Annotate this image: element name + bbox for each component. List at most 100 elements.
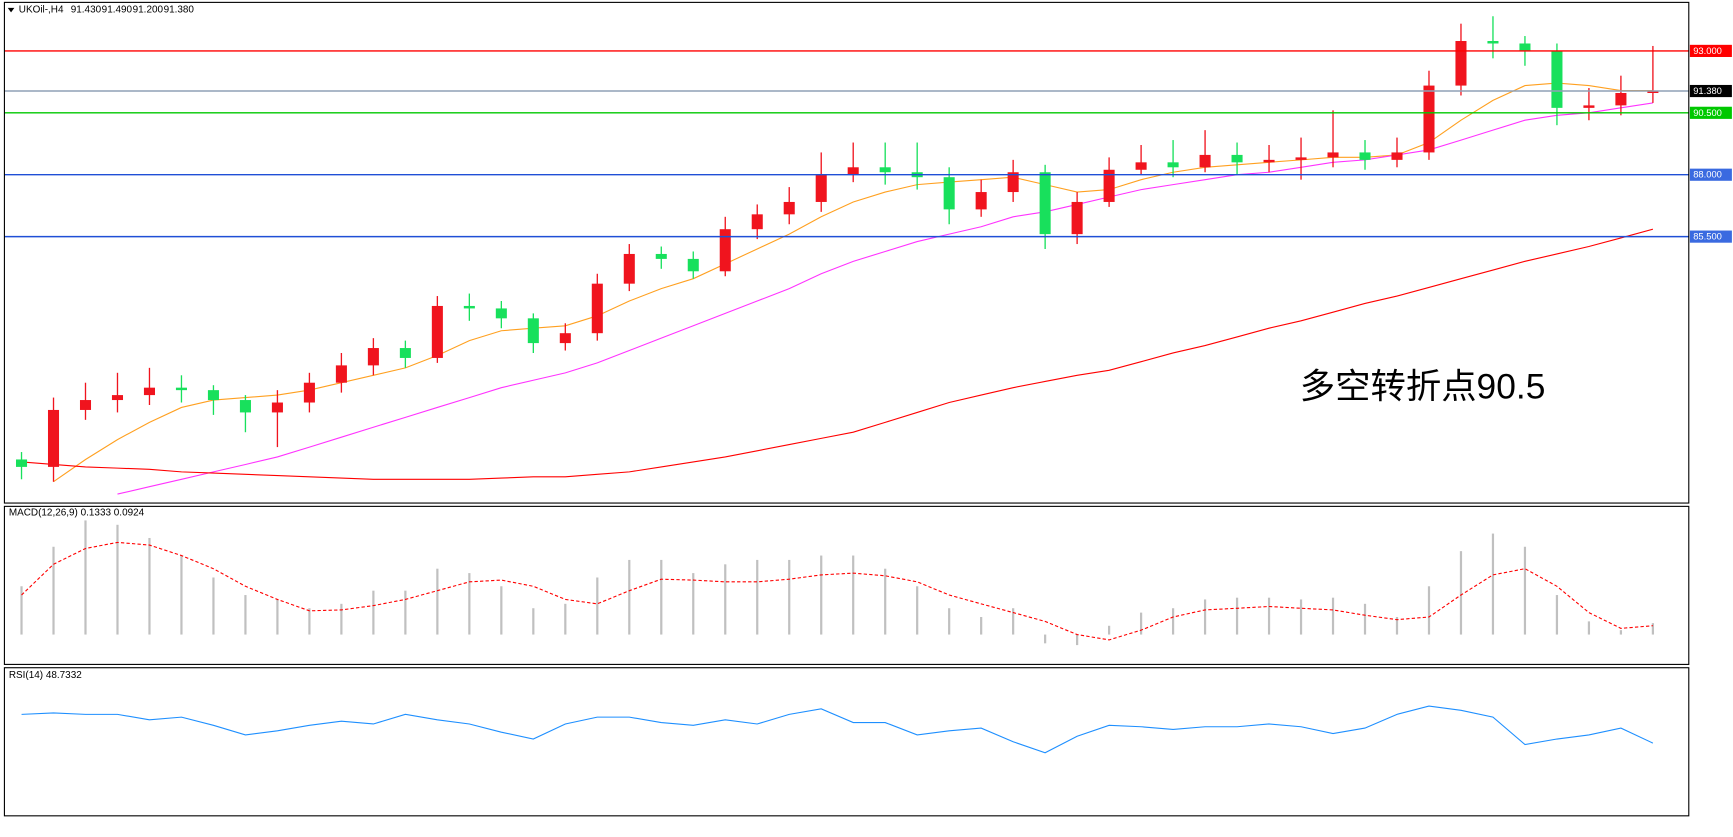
candle-body: [847, 167, 859, 175]
price-tag-label: 88.000: [1693, 169, 1722, 180]
macd-bar: [948, 608, 951, 635]
candle-body: [1135, 162, 1147, 170]
macd-bar: [852, 555, 855, 635]
candle-body: [143, 387, 155, 396]
macd-bar: [1076, 634, 1079, 646]
price-tag-label: 85.500: [1693, 231, 1722, 242]
macd-bar: [1491, 533, 1495, 635]
price-tag: [1689, 168, 1732, 181]
candle-body: [1423, 85, 1435, 153]
macd-bar: [1331, 597, 1335, 635]
macd-bar: [20, 586, 23, 635]
macd-bar: [724, 564, 727, 635]
price-tag-label: 91.380: [1693, 85, 1722, 96]
ohlc-close: 91.380: [164, 5, 195, 16]
macd-bar: [1108, 625, 1111, 635]
macd-bar: [84, 520, 87, 635]
annotation: 多空转折点90.5: [1300, 368, 1546, 407]
price-tag: [1689, 230, 1732, 243]
candle-body: [1071, 201, 1083, 235]
price-tag: [1689, 44, 1732, 57]
candle-body: [975, 192, 987, 210]
candle-body: [335, 365, 347, 383]
macd-bar: [116, 524, 119, 635]
overlay-layer: UKOil-,H4 91.430 91.490 91.200 91.380 MA…: [3, 1, 1732, 817]
candle-body: [943, 177, 955, 210]
candle-body: [1391, 152, 1403, 160]
macd-panel-border: [3, 505, 1690, 665]
macd-bar: [212, 577, 215, 635]
macd-signal: [21, 541, 1653, 641]
rsi-title: RSI(14) 48.7332: [9, 670, 82, 681]
macd-bar: [756, 559, 759, 635]
macd-bar: [628, 559, 631, 635]
macd-bar: [980, 616, 983, 635]
candle-body: [1103, 169, 1115, 202]
ohlc-open: 91.430: [71, 5, 102, 16]
macd-bar: [468, 573, 471, 635]
candle-body: [111, 395, 124, 401]
macd-title: MACD(12,26,9) 0.1333 0.0924: [9, 508, 145, 519]
price-tag: [1689, 84, 1732, 98]
symbol-title: UKOil-,H4: [19, 5, 64, 16]
price-tag: [1689, 106, 1732, 119]
macd-bar: [1555, 595, 1559, 635]
candle-body: [623, 253, 635, 284]
candle-body: [1039, 172, 1051, 235]
macd-bar: [692, 573, 695, 635]
candle-body: [1583, 105, 1595, 108]
macd-bar: [276, 599, 279, 635]
candle-body: [303, 382, 315, 403]
macd-bar: [1171, 608, 1175, 635]
candle-body: [1007, 172, 1019, 193]
macd-bar: [1267, 597, 1271, 635]
candle-body: [559, 333, 571, 344]
candle-body: [815, 174, 827, 202]
macd-bar: [244, 595, 247, 635]
candle-body: [1167, 162, 1179, 168]
candle-body: [783, 201, 795, 215]
macd-bar: [308, 608, 311, 635]
data-layer: [4, 16, 1689, 754]
macd-bar: [340, 603, 343, 635]
candle-body: [367, 348, 379, 366]
macd-bar: [884, 568, 887, 635]
candle-body: [239, 400, 251, 413]
macd-bar: [564, 603, 567, 635]
candle-body: [1455, 41, 1467, 86]
candle-body: [495, 308, 507, 319]
candle-body: [655, 253, 667, 259]
candle-body: [1295, 157, 1307, 160]
macd-bar: [1427, 586, 1431, 635]
macd-bar: [788, 559, 791, 635]
candle-body: [1327, 152, 1339, 158]
candle-body: [1231, 154, 1243, 163]
candle-body: [527, 318, 539, 344]
macd-bar: [532, 608, 535, 635]
candle-body: [15, 459, 28, 467]
price-tag-label: 93.000: [1693, 45, 1722, 56]
macd-bar: [500, 586, 503, 635]
candle-body: [687, 258, 699, 272]
moving-average: [53, 82, 1653, 483]
macd-bar: [1012, 608, 1015, 635]
macd-bar: [1523, 546, 1527, 635]
menu-icon[interactable]: [7, 7, 15, 13]
candle-body: [271, 402, 283, 413]
candle-body: [1359, 152, 1371, 160]
macd-bar: [372, 590, 375, 635]
ohlc-high: 91.490: [102, 5, 133, 16]
macd-bar: [660, 559, 663, 635]
ohlc-low: 91.200: [133, 5, 164, 16]
macd-bar: [1651, 623, 1655, 635]
macd-bar: [1044, 634, 1047, 644]
candle-body: [431, 305, 443, 358]
candle-body: [1487, 41, 1499, 44]
macd-bar: [1139, 612, 1143, 635]
rsi-line: [21, 705, 1654, 754]
candle-body: [719, 229, 731, 272]
candle-body: [879, 167, 891, 173]
